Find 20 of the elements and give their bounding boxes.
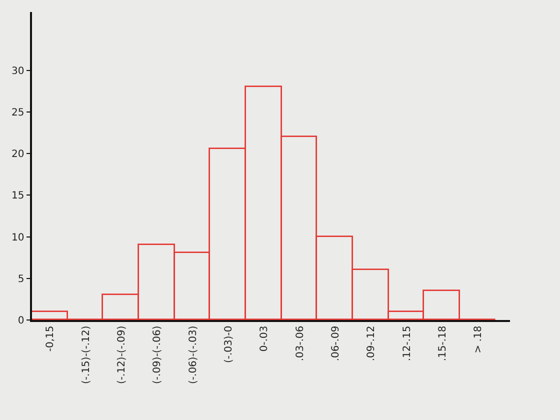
y-tick-label: 15 [12, 190, 24, 202]
y-tick-label: 25 [12, 107, 24, 118]
x-tick-label: -0,15 [45, 326, 56, 352]
y-tick-label: 10 [12, 232, 24, 244]
x-tick-label: > .18 [473, 326, 484, 354]
x-tick-label: (-.03)-0 [223, 326, 234, 364]
x-tick-label: .06-.09 [330, 326, 342, 362]
x-tick-label: 0-.03 [259, 326, 270, 352]
x-tick-label: .09-.12 [366, 326, 378, 362]
x-tick-label: (-.09)-(-.06) [152, 326, 164, 384]
x-tick-label: .15-.18 [437, 326, 448, 362]
y-tick-label: 0 [18, 316, 24, 326]
y-tick-label: 30 [12, 66, 24, 77]
x-tick-label: (-.12)-(-.09) [116, 326, 128, 384]
y-tick-label: 20 [12, 149, 24, 160]
x-tick-label: .12-.15 [402, 326, 413, 362]
y-tick-label: 5 [18, 274, 24, 285]
x-tick-label: (-.06)-(-.03) [188, 326, 199, 384]
x-tick-label: .03-.06 [294, 326, 306, 362]
x-tick-label: (-.15)-(-.12) [80, 326, 92, 384]
